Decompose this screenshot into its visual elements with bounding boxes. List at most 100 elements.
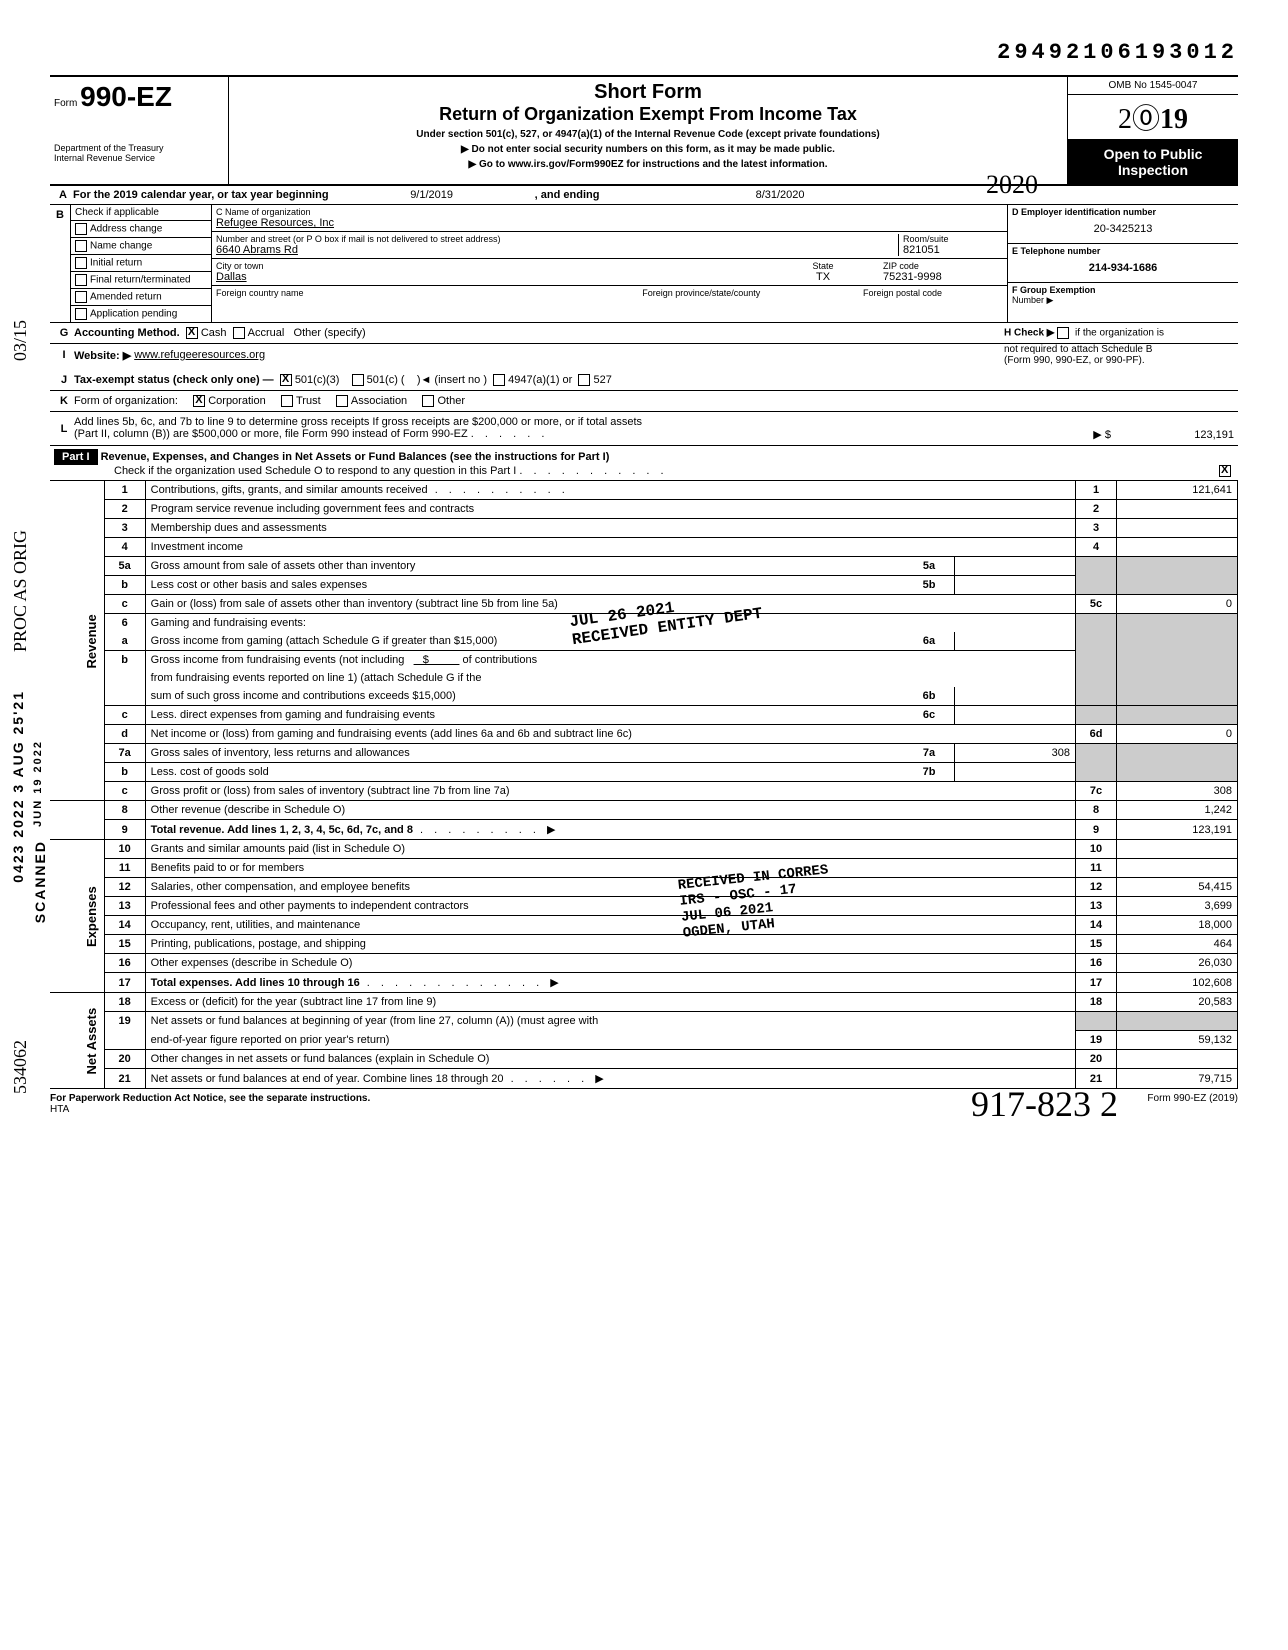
amt-2: [1117, 500, 1238, 519]
row-6a: aGross income from gaming (attach Schedu…: [50, 632, 1238, 651]
row-15: 15Printing, publications, postage, and s…: [50, 935, 1238, 954]
k-label: Form of organization:: [74, 395, 178, 407]
amt-12: 54,415: [1117, 878, 1238, 897]
label-l: L: [54, 423, 74, 435]
part1-header-row: Part I Revenue, Expenses, and Changes in…: [50, 446, 1238, 481]
margin-jun: JUN 19 2022: [32, 740, 44, 827]
row-11: 11Benefits paid to or for members11: [50, 859, 1238, 878]
row-12: 12Salaries, other compensation, and empl…: [50, 878, 1238, 897]
city: Dallas: [216, 271, 763, 283]
check-4947[interactable]: [493, 374, 505, 386]
row-8: 8Other revenue (describe in Schedule O)8…: [50, 801, 1238, 820]
amt-9: 123,191: [1117, 820, 1238, 840]
part1-title: Revenue, Expenses, and Changes in Net As…: [101, 451, 610, 463]
check-h[interactable]: [1057, 327, 1069, 339]
part1-check-label: Check if the organization used Schedule …: [114, 465, 516, 477]
amt-10: [1117, 840, 1238, 859]
row-6b3: sum of such gross income and contributio…: [50, 687, 1238, 706]
amt-20: [1117, 1049, 1238, 1068]
check-527[interactable]: [578, 374, 590, 386]
line-a-mid: , and ending: [535, 189, 600, 201]
amt-5a-inner: [955, 557, 1076, 576]
check-corp[interactable]: [193, 395, 205, 407]
desc-6b2: of contributions: [463, 654, 538, 666]
row-city: City or town Dallas State TX ZIP code 75…: [212, 259, 1007, 286]
handwritten-year: 2020: [986, 170, 1038, 200]
row-18: Net Assets18Excess or (deficit) for the …: [50, 993, 1238, 1012]
h-text1: if the organization is: [1075, 328, 1164, 339]
street-address: 6640 Abrams Rd: [216, 244, 898, 256]
footer-left: For Paperwork Reduction Act Notice, see …: [50, 1093, 370, 1115]
row-7c: cGross profit or (loss) from sales of in…: [50, 782, 1238, 801]
header-left: Form 990-EZ Department of the Treasury I…: [50, 77, 229, 184]
line-l: L Add lines 5b, 6c, and 7b to line 9 to …: [50, 412, 1238, 446]
foreign-postal-label: Foreign postal code: [863, 288, 1003, 298]
check-final-return[interactable]: Final return/terminated: [71, 272, 211, 289]
check-other[interactable]: [422, 395, 434, 407]
part1-check[interactable]: [1219, 465, 1231, 477]
line-j: J Tax-exempt status (check only one) — 5…: [50, 370, 1238, 391]
check-name-change[interactable]: Name change: [71, 238, 211, 255]
check-trust[interactable]: [281, 395, 293, 407]
row-6b2: from fundraising events reported on line…: [50, 669, 1238, 687]
zip-label: ZIP code: [883, 261, 1003, 271]
check-assoc[interactable]: [336, 395, 348, 407]
form-number-big: 990-EZ: [80, 81, 172, 112]
check-application-pending[interactable]: Application pending: [71, 306, 211, 322]
row-10: Expenses10Grants and similar amounts pai…: [50, 840, 1238, 859]
check-initial-return[interactable]: Initial return: [71, 255, 211, 272]
corp-label: Corporation: [208, 395, 265, 407]
check-cash[interactable]: [186, 327, 198, 339]
e-phone: E Telephone number 214-934-1686: [1008, 244, 1238, 283]
row-6: 6Gaming and fundraising events:: [50, 614, 1238, 633]
main-table: Revenue 1 Contributions, gifts, grants, …: [50, 481, 1238, 1089]
opt-501c: 501(c) (: [367, 374, 405, 386]
row-5a: 5aGross amount from sale of assets other…: [50, 557, 1238, 576]
cash-label: Cash: [201, 327, 227, 339]
other-k-label: Other: [437, 395, 465, 407]
line-i: I Website: ▶ www.refugeeresources.org no…: [50, 344, 1238, 370]
amt-14: 18,000: [1117, 916, 1238, 935]
check-accrual[interactable]: [233, 327, 245, 339]
form-number: Form 990-EZ: [54, 81, 224, 113]
amt-6a-inner: [955, 632, 1076, 651]
check-address-change[interactable]: Address change: [71, 221, 211, 238]
open-public: Open to Public Inspection: [1068, 140, 1238, 184]
desc-19b: end-of-year figure reported on prior yea…: [151, 1034, 390, 1046]
check-column: Check if applicable Address change Name …: [71, 205, 212, 322]
amt-11: [1117, 859, 1238, 878]
check-501c[interactable]: [352, 374, 364, 386]
amt-19: 59,132: [1117, 1030, 1238, 1049]
check-amended[interactable]: Amended return: [71, 289, 211, 306]
amt-6d: 0: [1117, 725, 1238, 744]
amt-15: 464: [1117, 935, 1238, 954]
row-6c: cLess. direct expenses from gaming and f…: [50, 706, 1238, 725]
part1-label: Part I: [54, 449, 98, 465]
amt-6b-inner: [955, 687, 1076, 706]
line-a: A For the 2019 calendar year, or tax yea…: [50, 186, 1238, 205]
row-19b: end-of-year figure reported on prior yea…: [50, 1030, 1238, 1049]
e-label: E Telephone number: [1012, 246, 1100, 256]
header-center: Short Form Return of Organization Exempt…: [229, 77, 1067, 184]
l-text2: (Part II, column (B)) are $500,000 or mo…: [74, 428, 468, 440]
check-501c3[interactable]: [280, 374, 292, 386]
label-k: K: [54, 395, 74, 407]
desc-19a: Net assets or fund balances at beginning…: [151, 1015, 599, 1027]
desc-15: Printing, publications, postage, and shi…: [151, 938, 366, 950]
zip: 75231-9998: [883, 271, 1003, 283]
desc-5b: Less cost or other basis and sales expen…: [151, 579, 367, 591]
omb-number: OMB No 1545-0047: [1068, 77, 1238, 95]
dept-treasury: Department of the Treasury Internal Reve…: [54, 143, 224, 163]
amt-7b-inner: [955, 763, 1076, 782]
h-text23: not required to attach Schedule B (Form …: [1004, 344, 1234, 366]
desc-6a: Gross income from gaming (attach Schedul…: [151, 635, 498, 647]
document-number: 29492106193012: [50, 40, 1238, 65]
footer-right: Form 990-EZ (2019): [1147, 1093, 1238, 1115]
row-14: 14Occupancy, rent, utilities, and mainte…: [50, 916, 1238, 935]
open1: Open to Public: [1070, 146, 1236, 162]
desc-5a: Gross amount from sale of assets other t…: [151, 560, 416, 572]
desc-14: Occupancy, rent, utilities, and maintena…: [151, 919, 361, 931]
desc-11: Benefits paid to or for members: [151, 862, 304, 874]
row-4: 4Investment income4: [50, 538, 1238, 557]
f-group: F Group Exemption Number ▶: [1008, 283, 1238, 308]
